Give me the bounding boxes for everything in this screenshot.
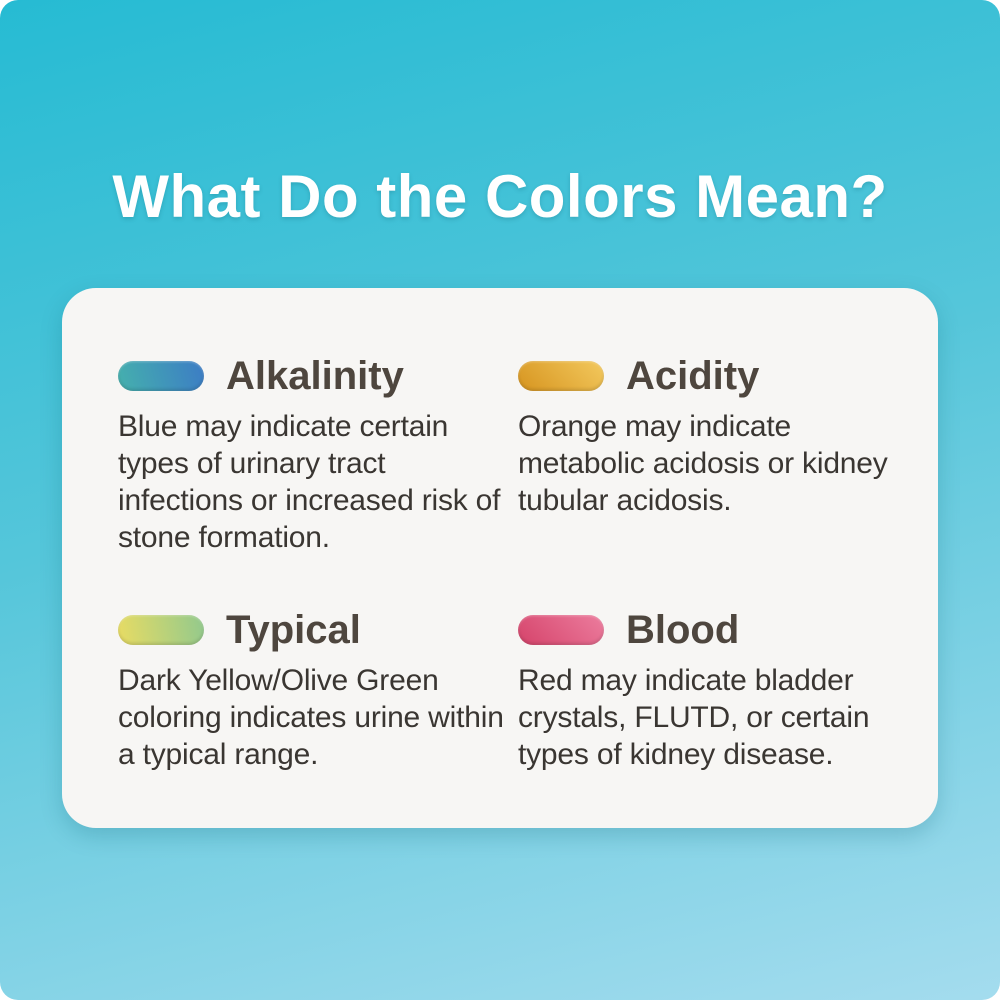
section-label-alkalinity: Alkalinity bbox=[226, 354, 404, 398]
section-header: Alkalinity bbox=[118, 356, 510, 396]
section-description-typical: Dark Yellow/Olive Green coloring indicat… bbox=[118, 664, 504, 771]
section-header: Typical bbox=[118, 610, 510, 650]
color-legend-card: Alkalinity Blue may indicate certain typ… bbox=[62, 288, 938, 828]
legend-grid: Alkalinity Blue may indicate certain typ… bbox=[118, 356, 918, 773]
section-description-acidity: Orange may indicate metabolic acidosis o… bbox=[518, 410, 888, 517]
section-blood: Blood Red may indicate bladder crystals,… bbox=[518, 610, 910, 773]
section-acidity: Acidity Orange may indicate metabolic ac… bbox=[518, 356, 910, 556]
alkalinity-color-swatch bbox=[118, 361, 204, 391]
section-header: Acidity bbox=[518, 356, 910, 396]
section-label-acidity: Acidity bbox=[626, 354, 760, 398]
acidity-color-swatch bbox=[518, 361, 604, 391]
section-description-blood: Red may indicate bladder crystals, FLUTD… bbox=[518, 664, 870, 771]
section-label-typical: Typical bbox=[226, 608, 361, 652]
section-typical: Typical Dark Yellow/Olive Green coloring… bbox=[118, 610, 510, 773]
page-title: What Do the Colors Mean? bbox=[112, 163, 888, 230]
section-label-blood: Blood bbox=[626, 608, 740, 652]
blood-color-swatch bbox=[518, 615, 604, 645]
typical-color-swatch bbox=[118, 615, 204, 645]
section-description-alkalinity: Blue may indicate certain types of urina… bbox=[118, 410, 501, 554]
section-alkalinity: Alkalinity Blue may indicate certain typ… bbox=[118, 356, 510, 556]
section-header: Blood bbox=[518, 610, 910, 650]
